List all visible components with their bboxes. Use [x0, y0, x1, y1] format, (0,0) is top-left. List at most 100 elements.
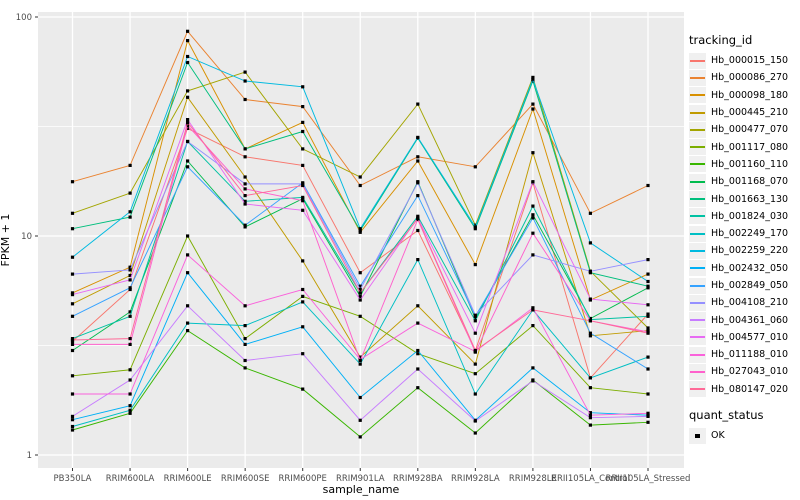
data-point: [186, 29, 190, 33]
data-point: [243, 358, 247, 363]
data-point: [186, 329, 190, 333]
data-point: [70, 392, 75, 396]
data-point: [301, 183, 305, 188]
data-point: [416, 352, 420, 356]
data-point: [243, 147, 247, 151]
data-point: [416, 367, 420, 371]
legend-key-line: [690, 353, 705, 356]
legend-key-line: [690, 284, 705, 287]
data-point: [186, 120, 190, 124]
legend-key-line: [690, 94, 705, 97]
data-point: [186, 60, 190, 65]
data-point: [358, 435, 362, 439]
data-point: [70, 227, 75, 231]
data-point: [70, 338, 75, 342]
legend-key-line: [690, 267, 705, 270]
data-point: [243, 182, 247, 186]
data-point: [243, 366, 247, 370]
legend-key-swatch: [689, 191, 706, 208]
legend-key-swatch: [689, 294, 706, 311]
data-point: [646, 326, 650, 330]
series-Hb_001117_080: [70, 234, 650, 396]
data-point: [301, 259, 305, 263]
legend-entry-label: Hb_004577_010: [711, 331, 789, 343]
data-point: [646, 355, 650, 359]
data-point: [70, 211, 75, 215]
data-point: [128, 163, 132, 167]
data-point: [70, 374, 75, 378]
legend-entries: Hb_000015_150 Hb_000086_270 Hb_000098_180 H…: [689, 52, 799, 398]
data-point: [416, 321, 420, 325]
legend-key-line: [690, 336, 705, 339]
legend-entry-Hb_001663_130: Hb_001663_130: [689, 190, 799, 208]
legend-key-swatch: [689, 260, 706, 277]
data-point: [70, 302, 75, 306]
data-point: [128, 265, 132, 269]
legend-entry-label: Hb_000445_210: [711, 107, 789, 119]
data-point: [646, 303, 650, 307]
data-point: [70, 428, 75, 432]
legend-entry-label: Hb_011188_010: [711, 349, 789, 361]
legend-key-line: [690, 215, 705, 218]
data-point: [128, 378, 132, 382]
legend-key-line: [690, 232, 705, 235]
data-point: [70, 291, 75, 295]
data-point: [243, 194, 247, 198]
x-axis: PB350LA RRIM600LA RRIM600LE RRIM600SE RRIM60…: [54, 468, 690, 484]
data-point: [531, 231, 535, 235]
data-point: [531, 379, 535, 383]
data-point: [646, 279, 650, 284]
ok-key-box: [689, 427, 706, 444]
data-point: [473, 263, 477, 267]
data-point: [243, 187, 247, 191]
data-point: [588, 241, 592, 245]
legend-key-swatch: [689, 87, 706, 104]
data-point: [358, 418, 362, 422]
data-point: [416, 102, 420, 106]
legend-entry-label: Hb_001160_110: [711, 158, 789, 170]
data-point: [531, 79, 535, 83]
data-point: [358, 298, 362, 302]
data-point: [416, 228, 420, 233]
data-point: [646, 284, 650, 288]
data-point: [416, 214, 420, 218]
legend-entry-label: Hb_002249_170: [711, 228, 789, 240]
data-point: [70, 342, 75, 346]
series-Hb_000445_210: [70, 95, 650, 366]
data-point: [186, 139, 190, 144]
data-point: [70, 418, 75, 422]
data-point: [358, 294, 362, 298]
legend-key-swatch: [689, 173, 706, 190]
data-point: [301, 325, 305, 329]
data-point: [473, 362, 477, 366]
x-tick-label: RRIM901LA: [336, 474, 385, 484]
data-point: [301, 300, 305, 304]
data-point: [588, 211, 592, 215]
legend-key-swatch: [689, 381, 706, 398]
legend-title-tracking-id: tracking_id: [689, 33, 753, 47]
legend-entry-label: Hb_027043_010: [711, 366, 789, 378]
data-point: [186, 253, 190, 257]
data-point: [186, 159, 190, 163]
legend-entry-Hb_001824_030: Hb_001824_030: [689, 208, 799, 225]
data-point: [531, 308, 535, 312]
legend-entry-label: Hb_000098_180: [711, 89, 789, 101]
data-point: [531, 324, 535, 328]
legend-entry-Hb_001168_070: Hb_001168_070: [689, 173, 799, 190]
legend-key-line: [690, 198, 705, 201]
data-point: [301, 352, 305, 356]
data-point: [358, 175, 362, 179]
data-point: [531, 216, 535, 220]
legend-key-line: [690, 388, 705, 391]
data-point: [531, 102, 535, 106]
legend-key-swatch: [689, 242, 706, 259]
legend-key-swatch: [689, 277, 706, 294]
data-point: [301, 287, 305, 292]
legend-entry-Hb_000015_150: Hb_000015_150: [689, 52, 799, 69]
series-Hb_004577_010: [70, 118, 650, 335]
data-point: [531, 306, 535, 310]
legend-entry-Hb_000098_180: Hb_000098_180: [689, 87, 799, 104]
data-point: [70, 272, 75, 276]
data-point: [473, 372, 477, 376]
data-point: [70, 180, 75, 184]
